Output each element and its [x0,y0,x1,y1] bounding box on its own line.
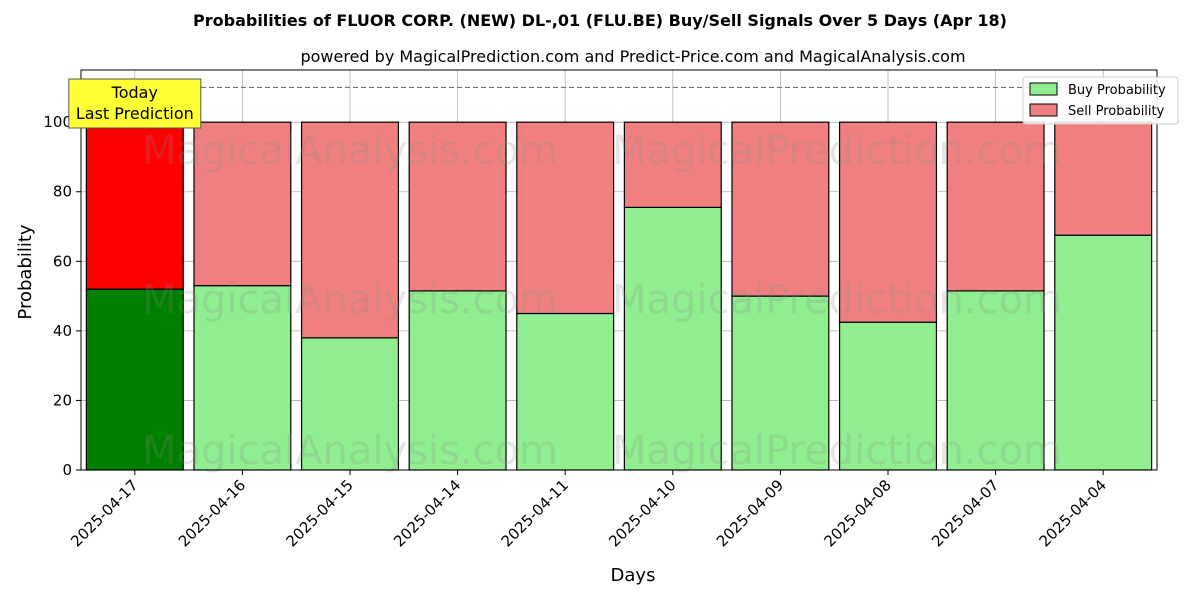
annotation-box [68,78,202,129]
annotation-line: Today [111,83,158,102]
y-tick-label: 60 [53,252,72,270]
buy-bar [300,337,400,471]
x-axis-ticks: 2025-04-17 2025-04-16 2025-04-15 2025-04-14… [67,470,1110,550]
sell-bar [1054,121,1153,236]
buy-bar [946,290,1045,471]
x-tick-label: 2025-04-07 [928,476,1002,550]
buy-bar [408,290,507,471]
watermark-text: MagicalPrediction.com [612,277,1062,323]
sell-bar [731,121,830,297]
sell-bar [838,121,938,323]
buy-bar [1054,234,1153,471]
buy-bar [838,321,938,471]
legend-swatch [1029,103,1058,117]
x-axis-label: Days [611,565,656,586]
sell-bar [300,121,400,339]
bars [85,121,1153,471]
legend-label: Buy Probability [1068,83,1166,98]
buy-bar [623,206,722,471]
sell-bar [946,121,1045,292]
x-tick-label: 2025-04-09 [713,476,787,550]
x-tick-label: 2025-04-11 [498,476,572,550]
buy-bar [516,312,615,471]
x-tick-label: 2025-04-17 [67,476,141,550]
y-tick-label: 100 [43,113,72,131]
y-tick-label: 0 [62,461,72,479]
legend-label: Sell Probability [1068,104,1165,119]
buy-bar [731,295,830,471]
sell-bar [623,121,722,208]
annotation-line: Last Prediction [76,104,194,123]
x-tick-label: 2025-04-15 [282,476,356,550]
today-annotation: Today Last Prediction [68,78,202,129]
plot-frame [80,69,1158,471]
buy-bar [85,288,184,471]
x-tick-label: 2025-04-14 [390,476,464,550]
legend-swatch [1029,82,1058,96]
watermark-text: MagicalAnalysis.com [142,428,558,474]
y-tick-label: 40 [53,322,72,340]
sell-bar [408,121,507,292]
sell-bar [193,121,292,287]
y-axis-ticks: 0 20 40 60 80 100 [43,113,81,479]
watermark-text: MagicalPrediction.com [612,128,1062,174]
x-tick-label: 2025-04-10 [605,476,679,550]
watermark-text: MagicalAnalysis.com [142,277,558,323]
chart-subtitle: powered by MagicalPrediction.com and Pre… [300,47,965,66]
watermarks: MagicalAnalysis.com MagicalPrediction.com… [142,128,1062,474]
x-tick-label: 2025-04-16 [175,476,249,550]
legend: Buy Probability Sell Probability [1022,76,1179,125]
y-tick-label: 20 [53,391,72,409]
y-tick-label: 80 [53,183,72,201]
sell-bar [516,121,615,315]
watermark-text: MagicalPrediction.com [612,428,1062,474]
sell-bar [85,121,184,290]
chart-title: Probabilities of FLUOR CORP. (NEW) DL-,0… [193,11,1007,30]
y-axis-label: Probability [15,224,36,319]
x-tick-label: 2025-04-04 [1036,476,1110,550]
x-tick-label: 2025-04-08 [820,476,894,550]
legend-box [1022,76,1179,125]
watermark-text: MagicalAnalysis.com [142,128,558,174]
